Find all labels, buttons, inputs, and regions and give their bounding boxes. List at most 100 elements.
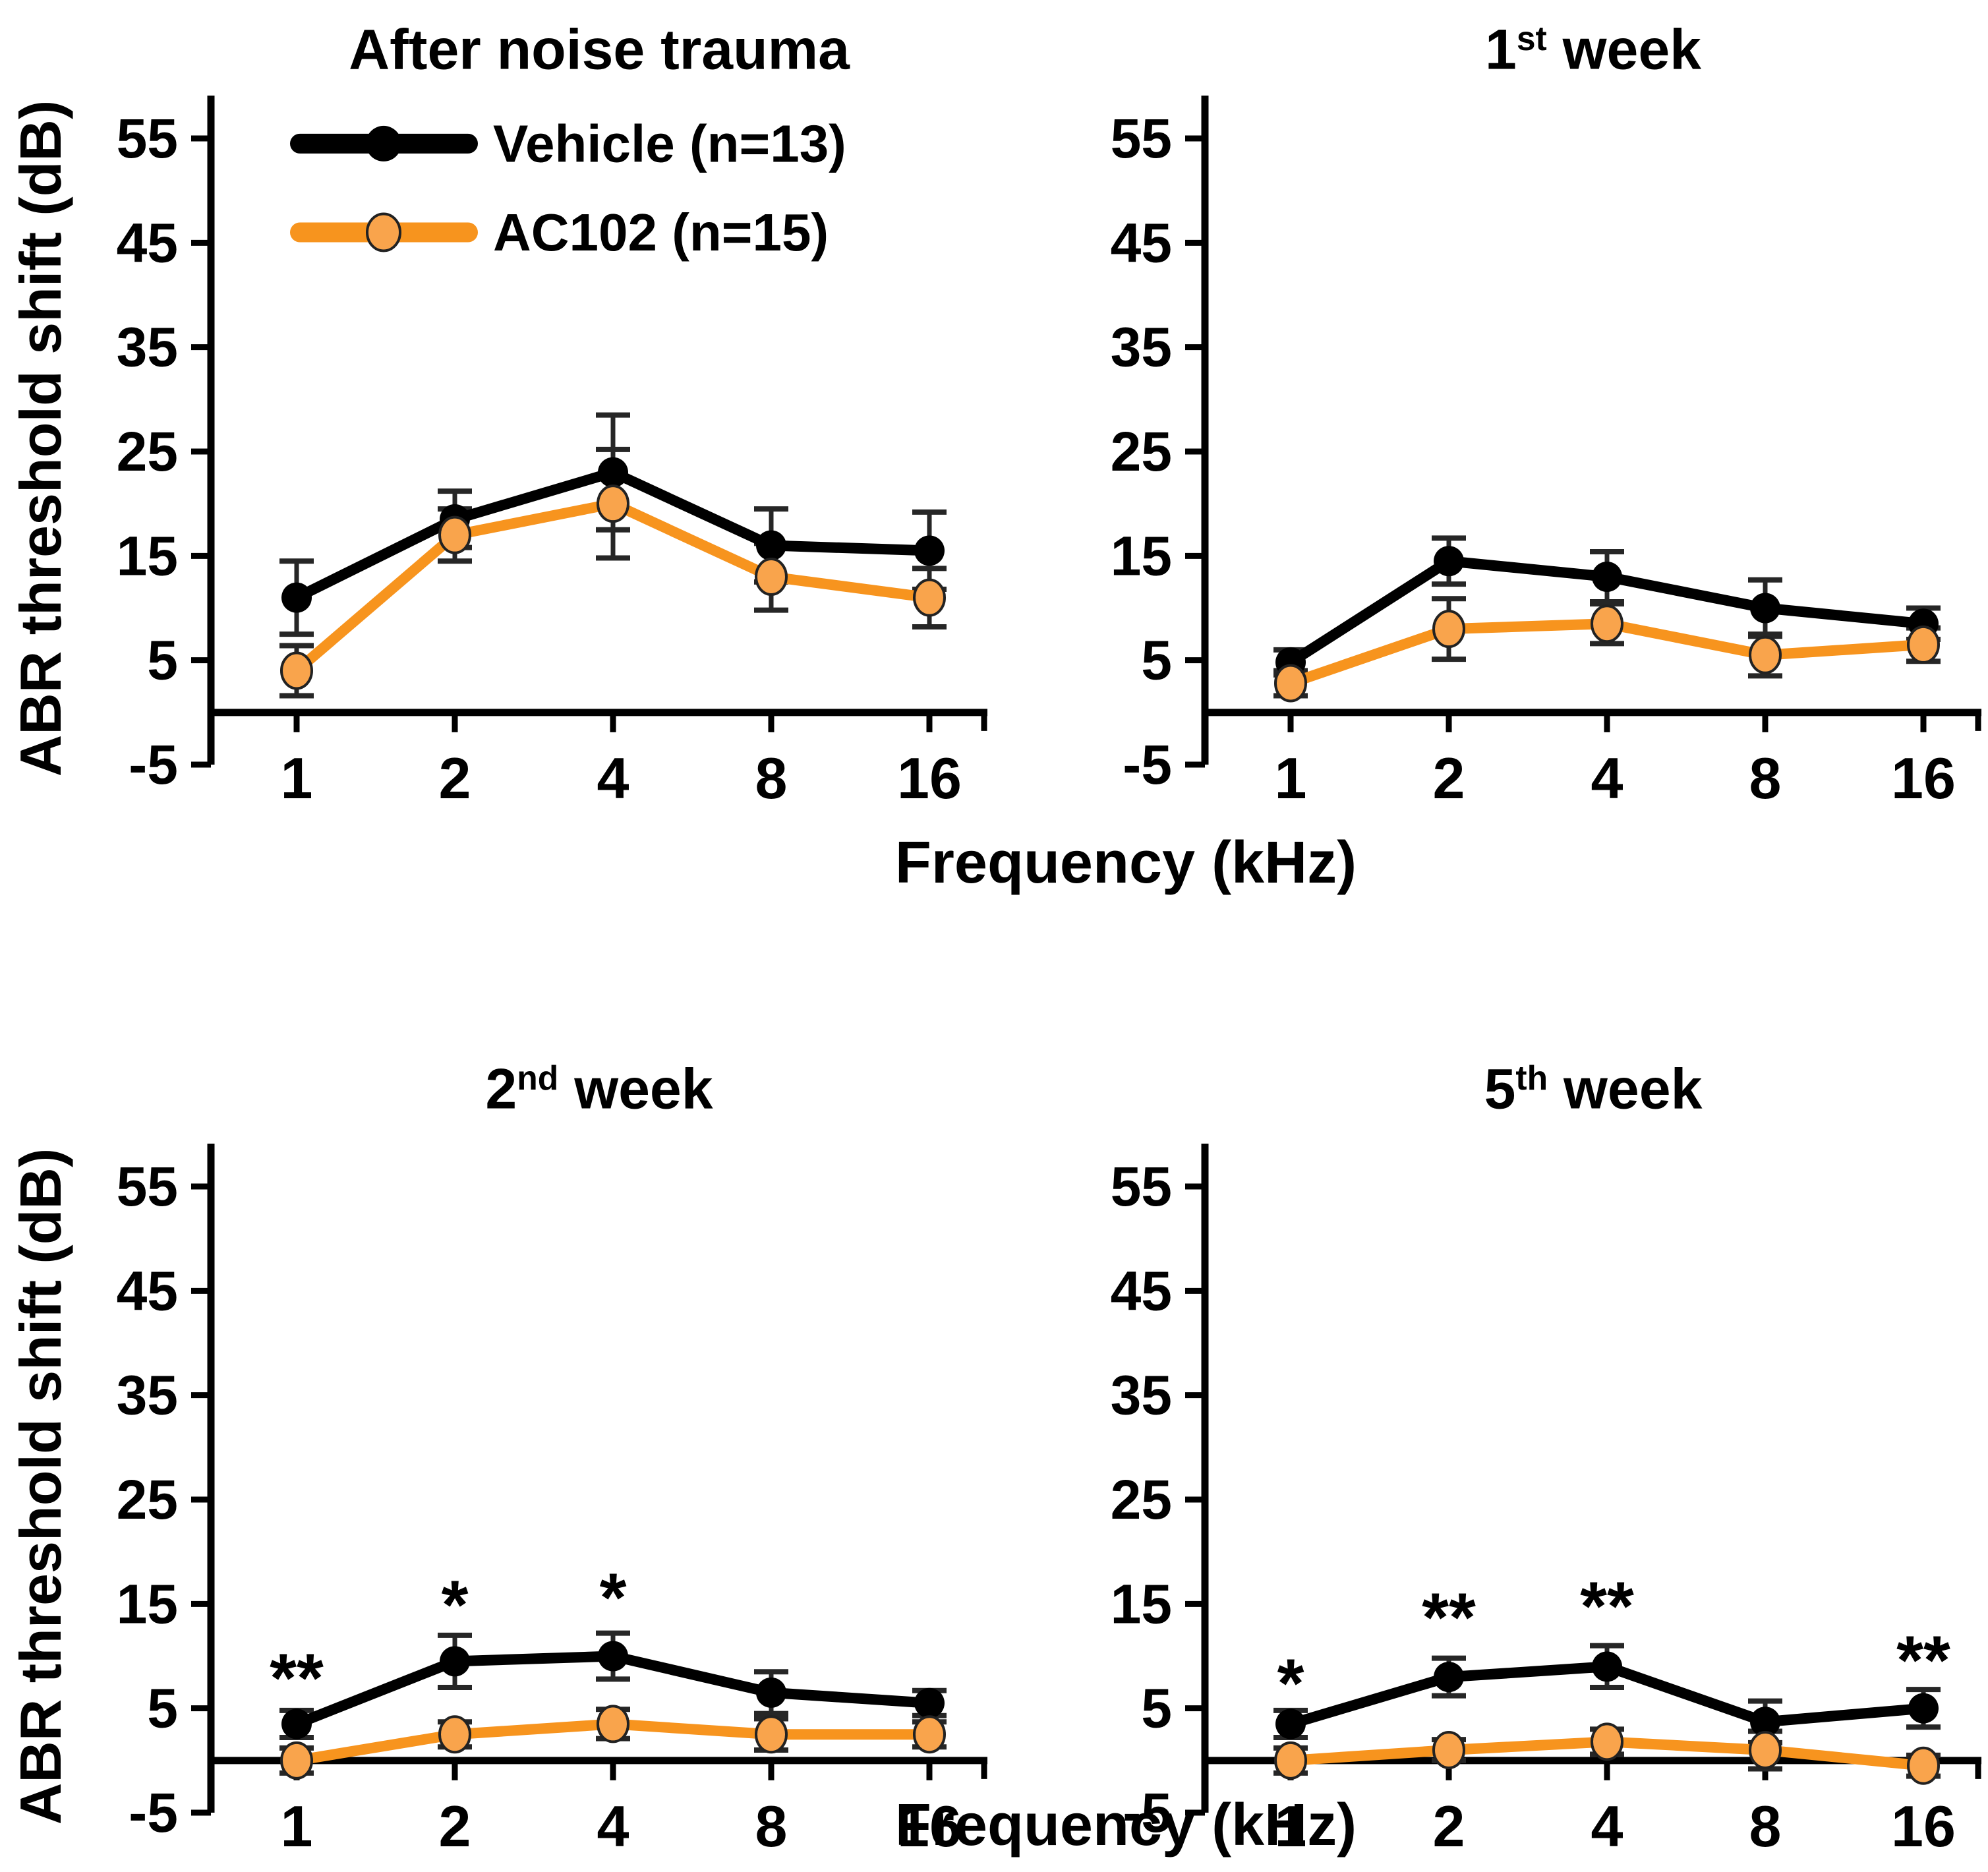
x-tick-label: 2 <box>1433 746 1465 811</box>
x-tick-label: 2 <box>439 746 471 811</box>
x-tick-label: 1 <box>281 746 313 811</box>
ac102-data-point <box>913 1715 946 1754</box>
vehicle-data-point <box>281 1709 312 1740</box>
title-text: 5 <box>1484 1057 1516 1121</box>
y-tick-label: -5 <box>129 1782 178 1844</box>
y-tick-label: 45 <box>117 212 178 274</box>
axes: 55 45 35 25 15 5 -5 1 2 4 8 16 <box>117 1144 987 1859</box>
axes: 55 45 35 25 15 5 -5 1 2 4 8 16 <box>1111 96 1981 811</box>
vehicle-data-point <box>1750 1707 1780 1738</box>
x-tick-label: 8 <box>1749 746 1782 811</box>
vehicle-data-point <box>914 1687 945 1718</box>
title-superscript: nd <box>517 1059 559 1097</box>
y-tick-label: 15 <box>1111 1573 1172 1635</box>
vehicle-data-point <box>440 1646 470 1677</box>
series-ac102 <box>1274 1722 1940 1785</box>
title-text: 1 <box>1484 18 1517 82</box>
ac102-data-point <box>1591 1722 1623 1761</box>
ac102-data-point <box>1907 1746 1940 1785</box>
vehicle-data-point <box>598 457 628 488</box>
axes: 55 45 35 25 15 5 -5 1 2 4 8 16 <box>1111 1144 1981 1859</box>
y-tick-label: 45 <box>117 1260 178 1322</box>
y-tick-label: 25 <box>1111 1469 1172 1531</box>
title-suffix: week <box>1548 1057 1703 1121</box>
vehicle-data-point <box>756 530 786 561</box>
legend-label: AC102 (n=15) <box>493 203 829 262</box>
panel-title-after-noise-trauma: After noise trauma <box>211 5 987 82</box>
significance-asterisk: * <box>600 1560 627 1637</box>
x-tick-label: 8 <box>1749 1794 1782 1859</box>
ac102-data-point <box>1749 635 1782 674</box>
significance-asterisk: ** <box>1422 1579 1476 1656</box>
y-tick-label: 35 <box>117 316 178 378</box>
x-tick-label: 16 <box>1891 746 1956 811</box>
series-ac102 <box>280 1705 946 1780</box>
legend-marker-ac102 <box>366 212 401 252</box>
x-tick-label: 1 <box>1275 746 1307 811</box>
y-tick-label: 5 <box>1141 629 1172 691</box>
title-suffix: week <box>558 1057 713 1121</box>
vehicle-data-point <box>914 535 945 566</box>
y-tick-label: 55 <box>1111 1155 1172 1217</box>
ac102-data-point <box>280 651 313 690</box>
x-tick-label: 4 <box>597 1794 629 1859</box>
chart-panel-after-noise-trauma: 55 45 35 25 15 5 -5 1 2 4 8 16 Vehicle (n=13) AC102 (… <box>117 96 987 811</box>
vehicle-data-point <box>1434 546 1464 577</box>
x-tick-label: 4 <box>597 746 629 811</box>
legend-marker-vehicle <box>366 125 401 161</box>
title-text: After noise trauma <box>349 18 850 82</box>
ac102-data-point <box>913 578 946 617</box>
ac102-data-point <box>1274 664 1307 703</box>
x-tick-label: 4 <box>1591 1794 1623 1859</box>
vehicle-data-point <box>1592 562 1622 592</box>
panel-title-5th-week: 5th week <box>1205 1045 1981 1121</box>
legend-label: Vehicle (n=13) <box>493 114 846 173</box>
vehicle-data-point <box>281 582 312 613</box>
vehicle-data-point <box>756 1677 786 1708</box>
y-tick-label: 15 <box>117 525 178 587</box>
x-tick-label: 16 <box>897 746 962 811</box>
vehicle-data-point <box>1750 593 1780 624</box>
title-suffix: week <box>1546 18 1701 82</box>
y-tick-label: 5 <box>147 1678 178 1740</box>
x-tick-label: 8 <box>755 1794 788 1859</box>
series-vehicle <box>281 1641 945 1740</box>
ac102-data-point <box>597 484 629 523</box>
panel-title-2nd-week: 2nd week <box>211 1045 987 1121</box>
ac102-data-point <box>1274 1741 1307 1780</box>
ac102-data-point <box>1432 610 1465 649</box>
y-tick-label: 35 <box>1111 316 1172 378</box>
vehicle-data-point <box>1908 1693 1939 1724</box>
x-tick-label: 2 <box>1433 1794 1465 1859</box>
y-tick-label: 45 <box>1111 1260 1172 1322</box>
ac102-data-point <box>1432 1731 1465 1769</box>
ac102-data-point <box>280 1741 313 1780</box>
series-vehicle <box>1275 1651 1939 1740</box>
ac102-data-point <box>755 558 788 596</box>
ac102-data-point <box>597 1705 629 1743</box>
axes: 55 45 35 25 15 5 -5 1 2 4 8 16 <box>117 96 987 811</box>
significance-asterisk: * <box>1277 1645 1304 1722</box>
ac102-data-point <box>1591 604 1623 643</box>
ac102-data-point <box>1749 1731 1782 1769</box>
y-tick-label: 35 <box>117 1364 178 1426</box>
x-tick-label: 4 <box>1591 746 1623 811</box>
significance-markers: *** **** <box>1277 1567 1950 1722</box>
series-ac102 <box>1274 604 1940 703</box>
significance-markers: *** * <box>270 1560 626 1717</box>
vehicle-data-point <box>1434 1662 1464 1693</box>
x-tick-label: 2 <box>439 1794 471 1859</box>
ac102-data-point <box>438 515 471 554</box>
vehicle-data-point <box>598 1641 628 1672</box>
y-tick-label: 25 <box>117 421 178 483</box>
y-tick-label: 5 <box>147 629 178 691</box>
y-tick-label: -5 <box>1123 734 1172 796</box>
x-tick-label: 8 <box>755 746 788 811</box>
x-tick-label: 16 <box>1891 1794 1956 1859</box>
chart-panel-1st-week: 55 45 35 25 15 5 -5 1 2 4 8 16 <box>1111 96 1981 811</box>
series-ac102 <box>280 484 946 690</box>
x-axis-label: Frequency (kHz) <box>894 830 1357 896</box>
y-tick-label: 15 <box>117 1573 178 1635</box>
